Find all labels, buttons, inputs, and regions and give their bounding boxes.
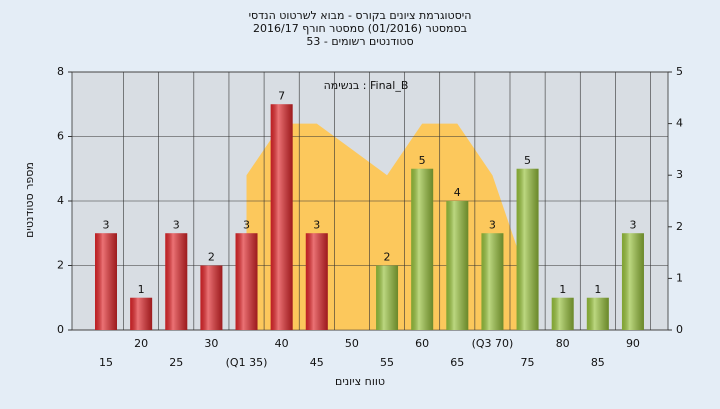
bar-shade <box>621 233 644 330</box>
x-axis-label: טווח ציונים <box>335 375 385 388</box>
y2-tick-label: 4 <box>676 117 683 130</box>
x-tick-label: 25 <box>169 356 183 369</box>
bar-shade <box>235 233 258 330</box>
x-tick-label: 60 <box>415 337 429 350</box>
chart-title: היסטוגרמת ציונים בקורס - מבוא לשרטוט הנד… <box>249 9 472 22</box>
data-label: 5 <box>524 154 531 167</box>
data-label: 7 <box>278 89 285 102</box>
bar-shade <box>200 265 223 330</box>
y2-tick-label: 5 <box>676 65 683 78</box>
x-tick-label: 75 <box>521 356 535 369</box>
y-tick-label: 6 <box>57 130 64 143</box>
y2-tick-label: 3 <box>676 168 683 181</box>
bar-shade <box>270 104 293 330</box>
data-label: 3 <box>313 218 320 231</box>
x-tick-label: 20 <box>134 337 148 350</box>
x-tick-label: 45 <box>310 356 324 369</box>
data-label: 3 <box>489 218 496 231</box>
bar-shade <box>551 297 574 330</box>
data-label: 2 <box>384 251 391 264</box>
data-label: 3 <box>629 218 636 231</box>
x-tick-label: 85 <box>591 356 605 369</box>
bar-shade <box>376 265 399 330</box>
y-tick-label: 2 <box>57 259 64 272</box>
data-label: 3 <box>173 218 180 231</box>
x-tick-label: 40 <box>275 337 289 350</box>
bar-shade <box>586 297 609 330</box>
data-label: 1 <box>594 283 601 296</box>
bar-shade <box>305 233 328 330</box>
data-label: 3 <box>103 218 110 231</box>
y2-tick-label: 1 <box>676 271 683 284</box>
y-tick-label: 8 <box>57 65 64 78</box>
x-tick-label: 80 <box>556 337 570 350</box>
data-label: 2 <box>208 251 215 264</box>
x-tick-label: 90 <box>626 337 640 350</box>
y-tick-label: 4 <box>57 194 64 207</box>
x-tick-label: 65 <box>450 356 464 369</box>
bar-shade <box>95 233 117 330</box>
y2-tick-label: 2 <box>676 220 683 233</box>
bar-shade <box>446 201 469 330</box>
data-label: 5 <box>419 154 426 167</box>
x-tick-label: 30 <box>204 337 218 350</box>
data-label: 1 <box>138 283 145 296</box>
bar-shade <box>516 168 539 330</box>
annotation: בנשימה : Final_B <box>324 79 409 92</box>
chart-subtitle: סטודנטים רשומים - 53 <box>306 35 413 48</box>
x-tick-label: (Q1 35) <box>226 356 268 369</box>
chart-subtitle: בסמסטר (01/2016) סמסטר חורף 2016/17 <box>253 22 467 35</box>
y2-tick-label: 0 <box>676 323 683 336</box>
bar-shade <box>481 233 504 330</box>
data-label: 3 <box>243 218 250 231</box>
bar-shade <box>130 297 153 330</box>
y-axis-label: מספר סטודנטים <box>23 162 36 238</box>
x-tick-label: 50 <box>345 337 359 350</box>
y-tick-label: 0 <box>57 323 64 336</box>
x-tick-label: 55 <box>380 356 394 369</box>
data-label: 1 <box>559 283 566 296</box>
x-tick-label: (Q3 70) <box>472 337 514 350</box>
bar-shade <box>411 168 434 330</box>
bar-shade <box>165 233 188 330</box>
x-tick-label: 15 <box>99 356 113 369</box>
data-label: 4 <box>454 186 461 199</box>
